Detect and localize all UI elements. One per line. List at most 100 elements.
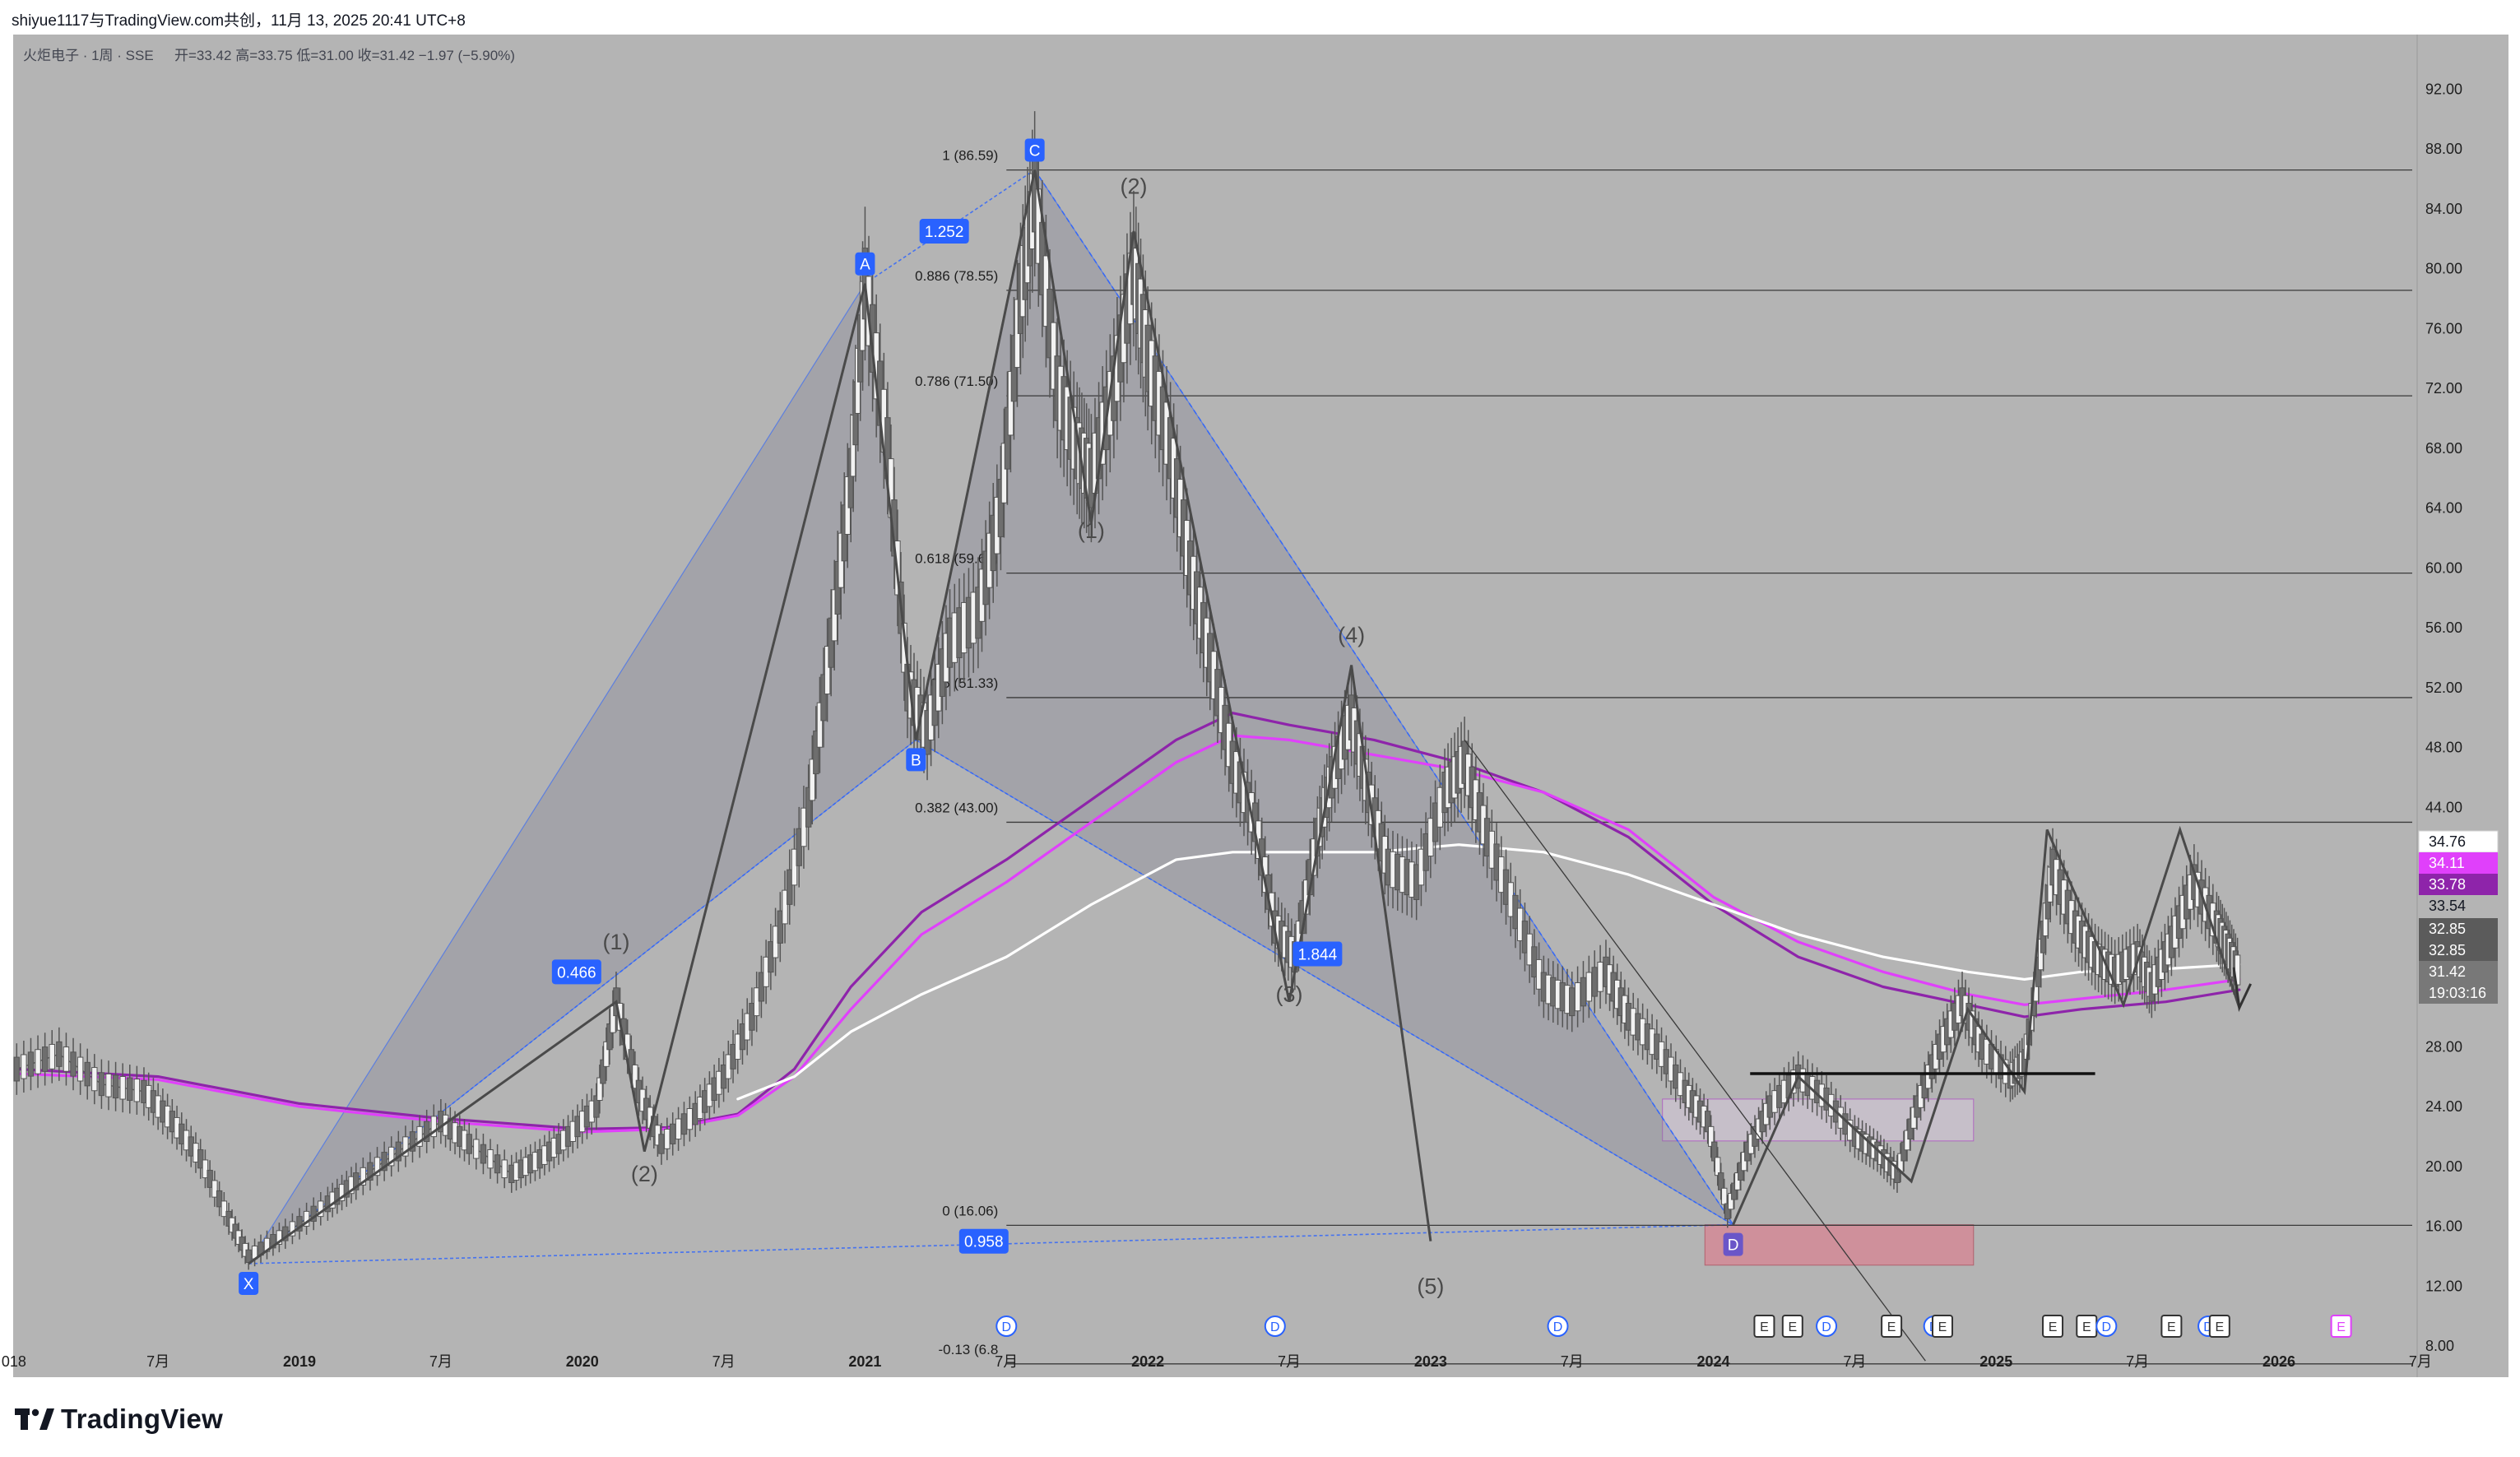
candle-body: [791, 848, 798, 886]
price-badge: [2419, 982, 2498, 1004]
candle-body: [270, 1234, 276, 1249]
candle-body: [1004, 406, 1011, 470]
recent-swing-drawing: [1732, 825, 2241, 1226]
candle-body: [367, 1162, 374, 1181]
price-tick-label: 12.00: [2425, 1278, 2462, 1294]
price-tick-label: 68.00: [2425, 440, 2462, 457]
pattern-ratio-label: 1.844: [1298, 946, 1338, 963]
time-tick-label: 2024: [1697, 1353, 1730, 1370]
price-tick-label: 76.00: [2425, 320, 2462, 336]
time-tick-label: 7月: [995, 1353, 1018, 1370]
candle-body: [112, 1074, 119, 1099]
candle-body: [127, 1077, 133, 1102]
pattern-point-label: C: [1029, 142, 1041, 160]
candle-body: [430, 1116, 437, 1138]
earnings-marker-icon: [1781, 1315, 1803, 1338]
price-tick-label: 44.00: [2425, 799, 2462, 815]
price-tick-label: 56.00: [2425, 619, 2462, 636]
candle-body: [245, 1249, 252, 1264]
candle-body: [1741, 1152, 1747, 1172]
dividend-marker-icon: [1816, 1315, 1838, 1337]
earnings-marker-icon: [2208, 1315, 2230, 1338]
event-marker-label: D: [1553, 1320, 1563, 1334]
pattern-point-marker: [855, 252, 875, 276]
candle-body: [593, 1095, 600, 1118]
price-tick-label: 88.00: [2425, 141, 2462, 157]
candle-body: [658, 1134, 665, 1154]
candle-body: [600, 1059, 606, 1084]
candle-body: [216, 1190, 223, 1208]
fib-label: 1 (86.59): [942, 148, 998, 164]
candle-body: [49, 1043, 55, 1070]
trendline: [1464, 740, 1926, 1362]
price-tick-label: 60.00: [2425, 559, 2462, 576]
fib-label: -0.13 (6.8: [939, 1342, 999, 1357]
event-marker-label: D: [2102, 1320, 2112, 1334]
candle-body: [813, 731, 819, 775]
candle-body: [1894, 1164, 1900, 1183]
candle-body: [1731, 1182, 1738, 1200]
candle-body: [56, 1041, 63, 1067]
price-tick-label: 48.00: [2425, 740, 2462, 756]
dividend-marker-icon: [1264, 1315, 1286, 1337]
pattern-point-marker: [239, 1271, 259, 1295]
candle-body: [1574, 982, 1581, 1012]
earnings-marker-icon: [1931, 1315, 1953, 1338]
earnings-marker-icon: [2330, 1315, 2352, 1338]
time-tick-label: 2021: [848, 1353, 881, 1370]
legend-symbol: 火炬电子 · 1周 · SSE: [23, 48, 154, 63]
candle-body: [207, 1169, 213, 1188]
time-tick-label: 7月: [146, 1353, 169, 1370]
candle-body: [1728, 1193, 1734, 1210]
tradingview-logo[interactable]: TradingView: [15, 1404, 223, 1435]
candle-body: [310, 1205, 317, 1223]
price-badge-label: 34.11: [2429, 855, 2465, 871]
pattern-point-label: B: [911, 752, 921, 769]
price-tick-label: 84.00: [2425, 201, 2462, 217]
candle-body: [133, 1079, 141, 1102]
candle-body: [35, 1049, 41, 1074]
price-tick-label: 20.00: [2425, 1158, 2462, 1175]
legend-ohlc: 开=33.42 高=33.75 低=31.00 收=31.42 −1.97 (−…: [174, 48, 515, 63]
fib-label: 0.382 (43.00): [915, 800, 998, 815]
candle-body: [480, 1144, 487, 1164]
candle-body: [1907, 1118, 1914, 1140]
candle-body: [606, 1023, 613, 1051]
earnings-marker-icon: [1881, 1315, 1903, 1338]
time-tick-label: 7月: [2409, 1353, 2432, 1370]
time-tick-label: 2019: [283, 1353, 316, 1370]
candle-body: [84, 1061, 90, 1087]
candle-body: [787, 869, 793, 905]
earnings-marker-icon: [2042, 1315, 2064, 1338]
price-badge: [2419, 852, 2498, 874]
pattern-point-marker: [1024, 138, 1045, 162]
price-badge: [2419, 895, 2498, 916]
candle-body: [487, 1148, 494, 1169]
time-tick-label: 7月: [1843, 1353, 1866, 1370]
event-marker-label: D: [2203, 1320, 2213, 1334]
time-tick-label: 7月: [1561, 1353, 1584, 1370]
chart-background: [13, 35, 2508, 1377]
candle-body: [202, 1159, 209, 1179]
event-marker-label: E: [2049, 1320, 2058, 1334]
earnings-marker-icon: [2160, 1315, 2183, 1338]
tradingview-mark-icon: [15, 1408, 54, 1430]
price-badge: [2419, 874, 2498, 895]
price-badge: [2419, 940, 2498, 961]
price-badge: [2419, 918, 2498, 940]
wave-label: (1): [1078, 518, 1105, 543]
down-arrow-icon: [2232, 967, 2252, 1013]
candle-body: [1910, 1107, 1917, 1129]
candle-body: [1010, 335, 1018, 402]
time-tick-label: 2025: [1979, 1353, 2012, 1370]
candle-body: [494, 1154, 501, 1174]
candle-body: [13, 1056, 20, 1082]
candle-body: [824, 646, 831, 695]
pattern-ratio-badge: [1292, 941, 1343, 967]
time-tick-label: 7月: [712, 1353, 736, 1370]
price-tick-label: 24.00: [2425, 1098, 2462, 1115]
event-marker-label: D: [1822, 1320, 1831, 1334]
candle-body: [220, 1200, 228, 1218]
pattern-point-label: A: [860, 257, 870, 274]
